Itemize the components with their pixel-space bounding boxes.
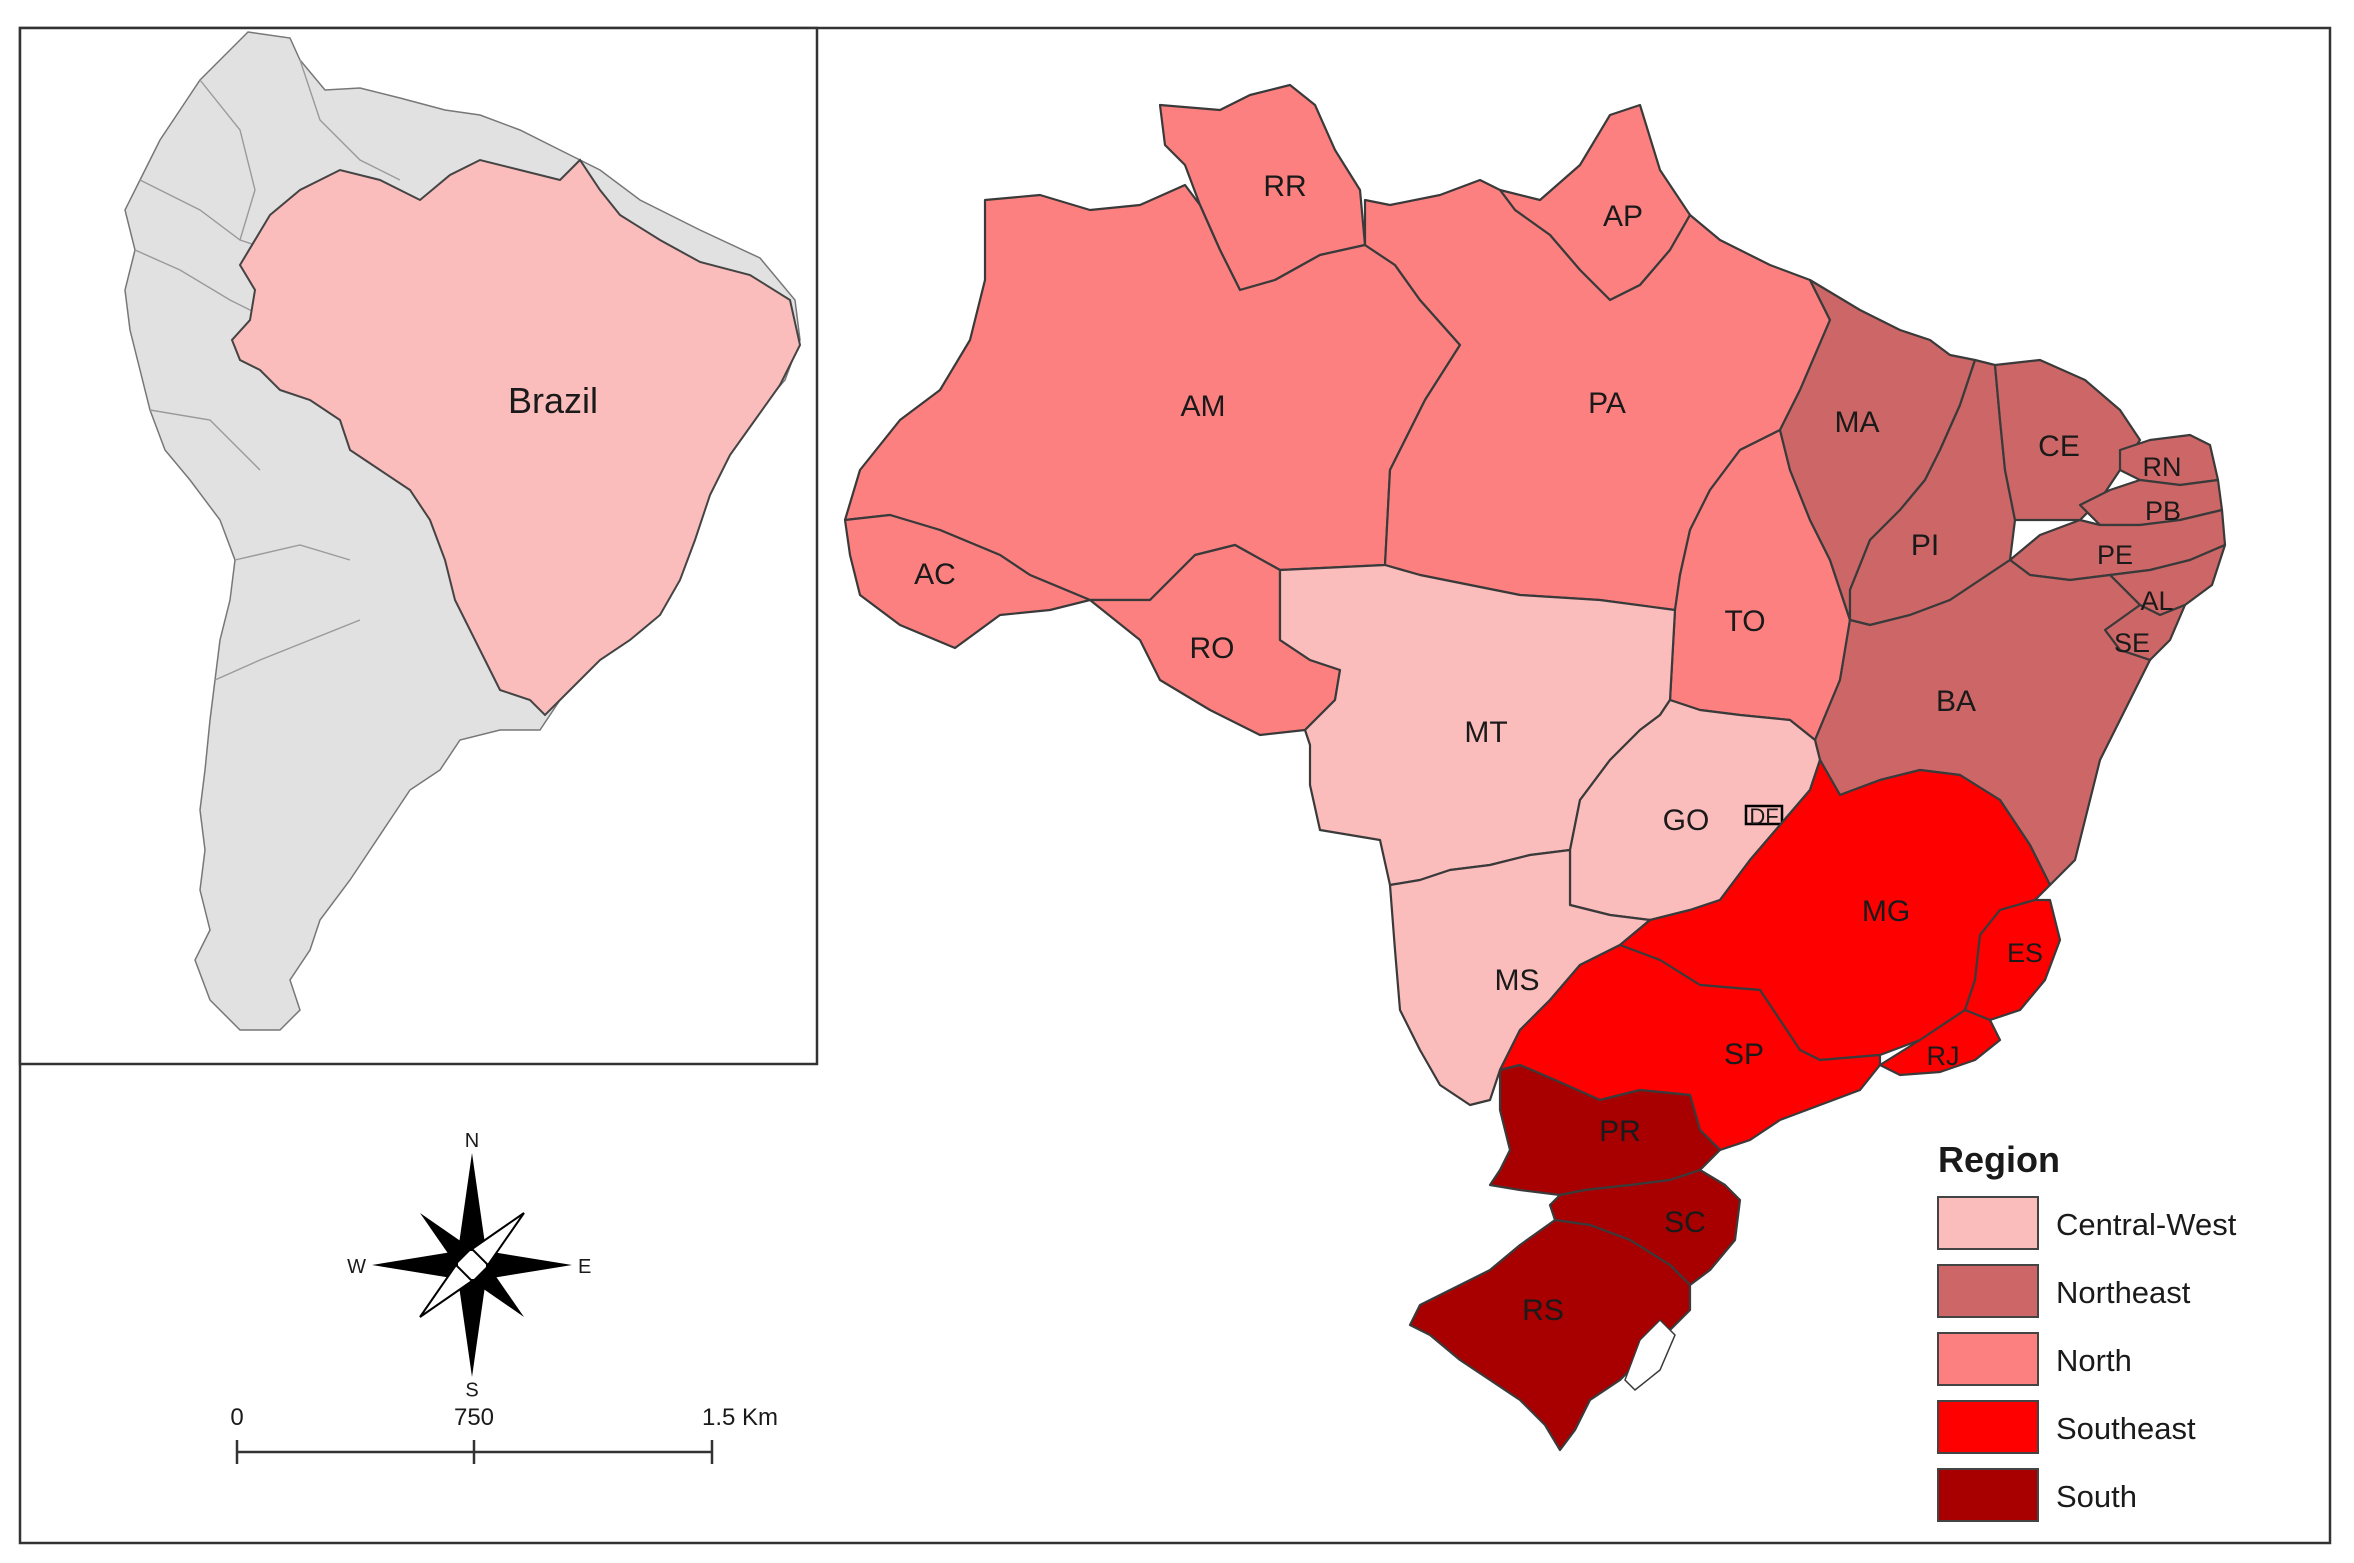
label-sp: SP xyxy=(1724,1038,1764,1071)
label-pr: PR xyxy=(1599,1115,1641,1148)
scale-bar-label-end: 1.5 Km xyxy=(702,1404,778,1431)
label-rs: RS xyxy=(1522,1294,1564,1327)
state-ac xyxy=(843,513,1092,650)
label-go: GO xyxy=(1663,804,1710,837)
legend-swatch-southeast xyxy=(1937,1400,2039,1454)
state-labels: RR AP AM PA AC RO TO MA CE RN PB PI PE A… xyxy=(914,170,2181,1327)
legend-swatch-northeast xyxy=(1937,1264,2039,1318)
legend-title: Region xyxy=(1938,1139,2060,1180)
legend-label-south: South xyxy=(2056,1479,2137,1514)
legend-item: Northeast xyxy=(1937,1264,2191,1318)
legend-item: Southeast xyxy=(1937,1400,2196,1454)
legend-swatch-south xyxy=(1937,1468,2039,1522)
compass-east-point xyxy=(486,1251,572,1279)
compass-label-s: S xyxy=(465,1380,478,1402)
label-se: SE xyxy=(2114,628,2150,658)
label-al: AL xyxy=(2140,586,2173,616)
brazil-inset-label: Brazil xyxy=(508,380,598,421)
legend-label-southeast: Southeast xyxy=(2056,1411,2196,1446)
legend-swatch-central-west xyxy=(1937,1196,2039,1250)
legend: Region Central-West Northeast North Sout… xyxy=(1937,1139,2237,1522)
legend-label-northeast: Northeast xyxy=(2056,1275,2191,1310)
legend-swatch-north xyxy=(1937,1332,2039,1386)
compass-north-point xyxy=(458,1153,486,1251)
state-df xyxy=(1744,804,1784,826)
label-mg: MG xyxy=(1862,895,1910,928)
inset-map: Brazil xyxy=(18,26,819,1066)
brazil-inset-shape xyxy=(230,158,802,717)
label-pi: PI xyxy=(1911,529,1939,562)
label-mt: MT xyxy=(1464,716,1507,749)
scale-bar-label-750: 750 xyxy=(454,1404,494,1431)
state-es xyxy=(1963,898,2062,1022)
label-ma: MA xyxy=(1835,406,1880,439)
label-pb: PB xyxy=(2145,496,2181,526)
label-ms: MS xyxy=(1495,964,1540,997)
legend-item: Central-West xyxy=(1937,1196,2237,1250)
label-rn: RN xyxy=(2143,452,2182,482)
compass-se-point xyxy=(472,1265,524,1317)
label-ce: CE xyxy=(2038,430,2080,463)
compass-label-n: N xyxy=(465,1130,479,1152)
label-rr: RR xyxy=(1263,170,1306,203)
brazil-states-map: RR AP AM PA AC RO TO MA CE RN PB PI PE A… xyxy=(843,83,2227,1452)
label-am: AM xyxy=(1181,390,1226,423)
state-rj xyxy=(1878,1008,2002,1077)
label-es: ES xyxy=(2007,938,2043,968)
north-arrow: N S E W xyxy=(347,1130,591,1402)
compass-label-w: W xyxy=(347,1256,366,1278)
label-ro: RO xyxy=(1190,632,1235,665)
label-df: DF xyxy=(1749,804,1778,829)
legend-item: North xyxy=(1937,1332,2132,1386)
legend-label-north: North xyxy=(2056,1343,2132,1378)
label-to: TO xyxy=(1724,605,1765,638)
lagoa-dos-patos xyxy=(1624,1318,1676,1392)
legend-item: South xyxy=(1937,1468,2137,1522)
legend-label-central-west: Central-West xyxy=(2056,1207,2237,1242)
label-ba: BA xyxy=(1936,685,1976,718)
label-rj: RJ xyxy=(1927,1041,1960,1071)
label-sc: SC xyxy=(1664,1206,1706,1239)
label-ac: AC xyxy=(914,558,956,591)
compass-sw-point xyxy=(419,1263,474,1318)
scale-bar: 0 750 1.5 Km xyxy=(230,1404,778,1464)
compass-label-e: E xyxy=(578,1256,591,1278)
label-pe: PE xyxy=(2097,540,2133,570)
scale-bar-label-0: 0 xyxy=(230,1404,243,1431)
state-rs xyxy=(1408,1218,1692,1452)
label-ap: AP xyxy=(1603,200,1643,233)
compass-west-point xyxy=(372,1251,458,1279)
compass-nw-point xyxy=(420,1213,472,1265)
label-pa: PA xyxy=(1588,387,1626,420)
compass-ne-point xyxy=(470,1212,525,1267)
compass-south-point xyxy=(458,1279,486,1377)
